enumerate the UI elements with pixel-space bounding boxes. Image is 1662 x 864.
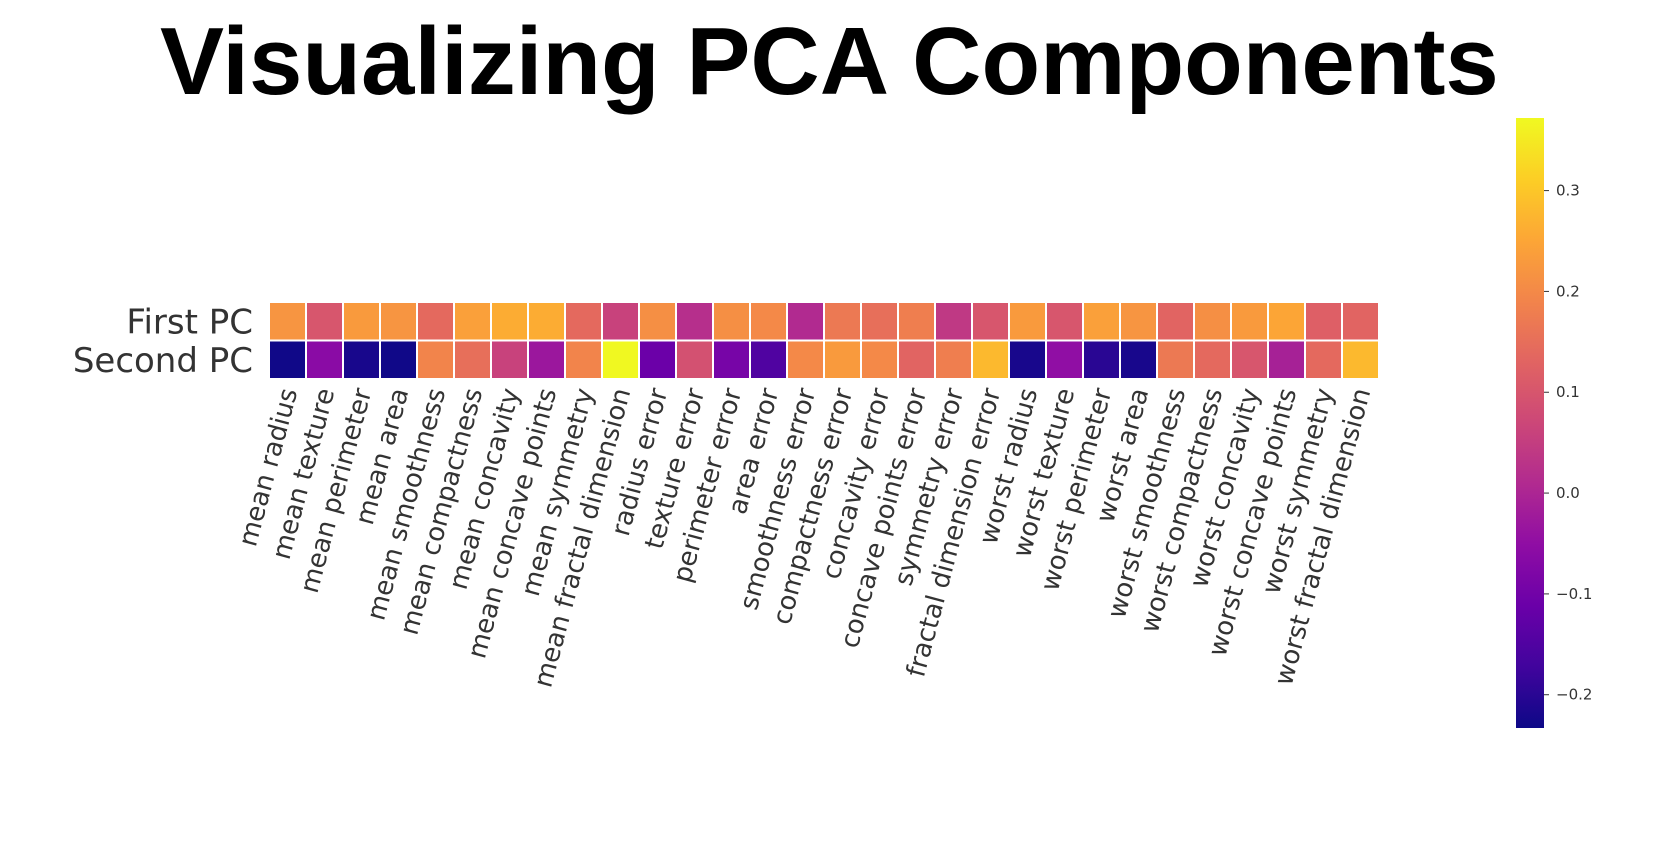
colorbar-tick-label: −0.2 (1556, 686, 1592, 704)
heatmap-cell (860, 339, 899, 380)
colorbar (1516, 118, 1544, 728)
heatmap-cell (1156, 301, 1195, 342)
heatmap-cell (1230, 339, 1269, 380)
heatmap-cell (638, 301, 677, 342)
heatmap-cell (823, 301, 862, 342)
heatmap-cell (490, 339, 529, 380)
heatmap-cell (934, 301, 973, 342)
heatmap-cell (305, 339, 344, 380)
heatmap-cell (1267, 339, 1306, 380)
heatmap-cell (749, 339, 788, 380)
heatmap-cell (823, 339, 862, 380)
heatmap-cell (490, 301, 529, 342)
heatmap-cell (860, 301, 899, 342)
page-title: Visualizing PCA Components (160, 8, 1499, 115)
heatmap-cell (638, 339, 677, 380)
heatmap-cell (564, 339, 603, 380)
colorbar-tick-label: 0.1 (1556, 383, 1580, 401)
heatmap-cell (897, 301, 936, 342)
heatmap-cell (749, 301, 788, 342)
heatmap-cell (453, 339, 492, 380)
heatmap-cell (1045, 301, 1084, 342)
heatmap-cell (1008, 339, 1047, 380)
colorbar-ticks: −0.2 −0.1 0.0 0.1 0.2 0.3 (1544, 182, 1592, 704)
heatmap-cell (1082, 301, 1121, 342)
colorbar-tick-label: −0.1 (1556, 585, 1592, 603)
heatmap-cell (1156, 339, 1195, 380)
heatmap-cell (527, 301, 566, 342)
heatmap-cell (1193, 301, 1232, 342)
heatmap-cell (416, 339, 455, 380)
heatmap-cell (1193, 339, 1232, 380)
heatmap-cell (934, 339, 973, 380)
heatmap-cell (527, 339, 566, 380)
heatmap-cell (379, 301, 418, 342)
row-label: First PC (126, 302, 253, 342)
heatmap-cell (601, 301, 640, 342)
heatmap-cell (1341, 301, 1380, 342)
heatmap-cell (675, 339, 714, 380)
heatmap-cell (971, 301, 1010, 342)
heatmap-cell (453, 301, 492, 342)
heatmap-cell (1082, 339, 1121, 380)
heatmap-cell (342, 301, 381, 342)
heatmap-cell (1230, 301, 1269, 342)
row-label: Second PC (73, 341, 253, 381)
heatmap-cell (1267, 301, 1306, 342)
heatmap-cell (897, 339, 936, 380)
heatmap-cell (268, 301, 307, 342)
heatmap-cell (564, 301, 603, 342)
heatmap-cell (305, 301, 344, 342)
heatmap-cell (712, 339, 751, 380)
heatmap-cell (786, 301, 825, 342)
colorbar-tick-label: 0.2 (1556, 282, 1580, 300)
heatmap-cell (1045, 339, 1084, 380)
colorbar-tick-label: 0.0 (1556, 484, 1580, 502)
heatmap-cell (342, 339, 381, 380)
heatmap-cell (379, 339, 418, 380)
heatmap-cell (1304, 339, 1343, 380)
heatmap-cell (786, 339, 825, 380)
heatmap-cell (268, 339, 307, 380)
heatmap-cell (1119, 339, 1158, 380)
heatmap-cell (601, 339, 640, 380)
heatmap-cell (1119, 301, 1158, 342)
heatmap-cell (1008, 301, 1047, 342)
heatmap-cell (971, 339, 1010, 380)
heatmap-cell (712, 301, 751, 342)
heatmap-cell (1304, 301, 1343, 342)
heatmap-cells (268, 301, 1380, 380)
colorbar-tick-label: 0.3 (1556, 182, 1580, 200)
heatmap-cell (416, 301, 455, 342)
heatmap-cell (1341, 339, 1380, 380)
heatmap-cell (675, 301, 714, 342)
